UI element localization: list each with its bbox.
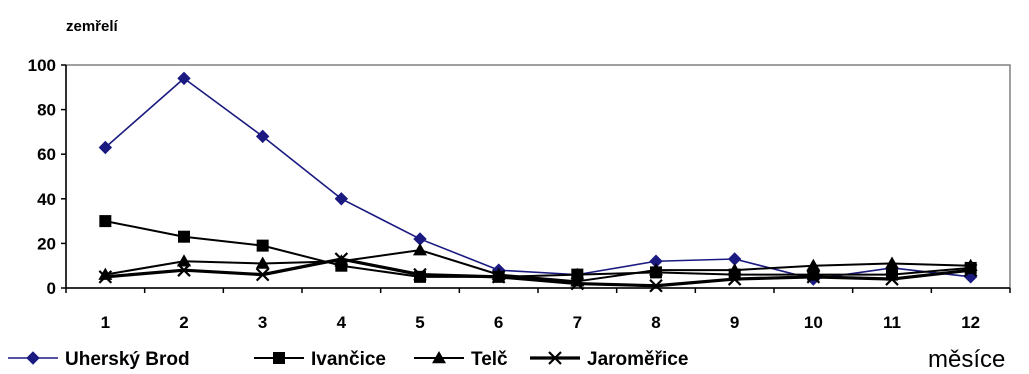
legend-label: Jaroměřice	[587, 349, 688, 370]
x-tick-label: 5	[415, 313, 424, 332]
x-tick-label: 4	[337, 313, 347, 332]
data-point	[99, 215, 112, 228]
data-point	[177, 254, 191, 267]
data-point	[570, 276, 585, 291]
data-point	[806, 270, 821, 284]
data-point	[649, 278, 663, 293]
x-tick-label: 9	[730, 313, 739, 332]
legend-entry: Jaroměřice	[530, 349, 688, 370]
y-tick-label: 40	[37, 190, 56, 209]
data-point	[885, 256, 899, 269]
data-point	[178, 230, 190, 243]
series-line-uhersky-brod	[104, 77, 971, 280]
x-tick-label: 1	[101, 313, 110, 332]
legend-marker	[548, 351, 562, 365]
x-axis-label: měsíce	[928, 346, 1005, 373]
x-tick-label: 10	[804, 313, 823, 332]
series-layer	[98, 71, 978, 293]
series-uhersky-brod	[98, 71, 978, 286]
x-tick-label: 12	[961, 313, 980, 332]
y-tick-label: 0	[47, 279, 56, 298]
legend-marker	[432, 351, 446, 364]
data-point	[177, 263, 191, 277]
y-axis-label: zemřelí	[66, 18, 119, 35]
legend-marker	[26, 351, 40, 365]
y-tick-label: 100	[28, 56, 56, 75]
data-point	[98, 140, 113, 155]
data-point	[256, 239, 269, 252]
series-telc	[98, 243, 978, 287]
data-point	[413, 267, 427, 282]
data-point	[806, 258, 821, 271]
series-jaromerice	[98, 252, 978, 293]
plot-area-frame	[65, 64, 1011, 289]
legend-entry: Telč	[414, 349, 508, 370]
data-point	[255, 129, 270, 144]
series-line-telc	[105, 249, 971, 283]
legend: Uherský Brod Ivančice Telč Jaroměřice	[8, 349, 688, 370]
data-point	[255, 256, 270, 269]
x-tick-label: 11	[883, 313, 901, 332]
x-tick-label: 7	[573, 313, 582, 332]
data-point	[98, 270, 113, 284]
data-point	[885, 272, 899, 286]
data-point	[334, 252, 349, 266]
legend-entry: Uherský Brod	[8, 349, 190, 370]
data-point	[413, 243, 427, 256]
legend-label: Uherský Brod	[65, 349, 190, 370]
data-point	[177, 71, 191, 86]
data-point	[491, 270, 506, 284]
legend-marker	[273, 352, 285, 364]
x-tick-label: 6	[494, 313, 503, 332]
legend-label: Ivančice	[311, 349, 386, 370]
legend-label: Telč	[471, 349, 508, 370]
legend-entry: Ivančice	[254, 349, 386, 370]
x-tick-label: 2	[179, 313, 188, 332]
series-line-jaromerice	[105, 257, 971, 288]
data-point	[727, 263, 742, 276]
series-line-ivancice	[105, 220, 971, 278]
y-tick-label: 80	[37, 101, 56, 120]
data-point	[255, 267, 270, 282]
y-tick-label: 20	[37, 234, 56, 253]
y-tick-label: 60	[37, 145, 56, 164]
x-tick-label: 8	[651, 313, 660, 332]
data-point	[334, 192, 349, 206]
x-tick-label: 3	[258, 313, 267, 332]
data-point	[727, 272, 742, 286]
data-point	[963, 263, 978, 277]
data-point	[649, 263, 663, 276]
